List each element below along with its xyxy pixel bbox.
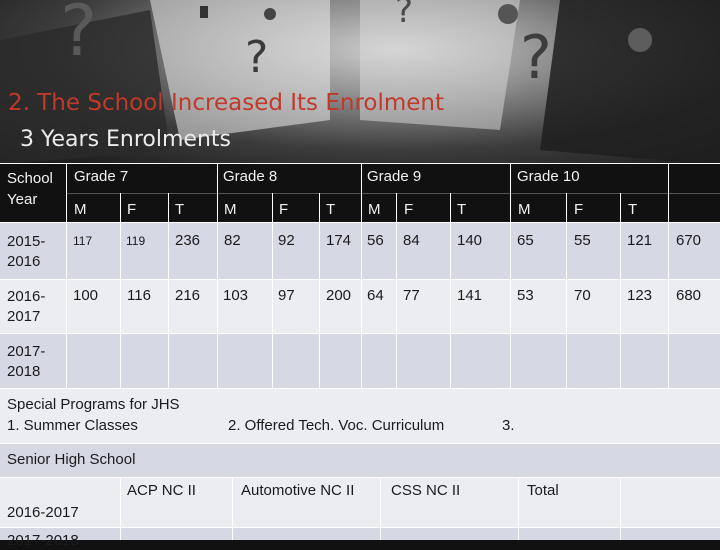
shs-column-header: Automotive NC II	[241, 482, 355, 499]
table-cell: 70	[574, 287, 591, 304]
table-cell: 236	[175, 232, 201, 249]
shs-heading: Senior High School	[7, 451, 136, 468]
grade-8-header: Grade 8	[223, 168, 278, 185]
table-cell: 116	[127, 287, 151, 304]
grade-7-header: Grade 7	[74, 168, 129, 185]
background-photo: ? ? ? ?	[0, 0, 720, 165]
year-cell: 2015-2016	[7, 233, 46, 270]
table-row	[0, 222, 720, 279]
svg-text:?: ?	[245, 32, 268, 83]
special-program-item: 1. Summer Classes	[7, 417, 138, 434]
shs-column-header: CSS NC II	[391, 482, 461, 499]
shs-column-header: ACP NC II	[127, 482, 196, 499]
school-year-header: School Year	[7, 170, 53, 208]
shs-year-cell: 2017-2018	[7, 532, 79, 549]
sub-header: T	[175, 201, 185, 218]
table-cell: 121	[627, 232, 653, 249]
slide-subtitle: 3 Years Enrolments	[20, 127, 231, 152]
sub-header: F	[574, 201, 584, 218]
special-program-item: 2. Offered Tech. Voc. Curriculum	[228, 417, 445, 434]
grade-10-header: Grade 10	[517, 168, 580, 185]
table-cell: 216	[175, 287, 201, 304]
sub-header: M	[224, 201, 237, 218]
sub-header: M	[518, 201, 531, 218]
table-cell: 117	[73, 234, 93, 248]
table-cell: 65	[517, 232, 534, 249]
total-cell: 680	[676, 287, 702, 304]
table-cell: 97	[278, 287, 295, 304]
table-cell: 174	[326, 232, 352, 249]
table-cell: 92	[278, 232, 295, 249]
sub-header: F	[404, 201, 414, 218]
special-program-item: 3.	[502, 417, 515, 434]
table-cell: 200	[326, 287, 352, 304]
sub-header: T	[326, 201, 336, 218]
special-programs-heading: Special Programs for JHS	[7, 396, 180, 413]
shs-heading-row	[0, 443, 720, 477]
svg-text:?: ?	[520, 23, 552, 93]
shs-row	[0, 477, 720, 527]
sub-header: T	[457, 201, 467, 218]
sub-header: F	[127, 201, 137, 218]
table-cell: 56	[367, 232, 384, 249]
books-question-marks-illustration: ? ? ? ?	[0, 0, 720, 165]
year-cell: 2016-2017	[7, 288, 46, 325]
table-cell: 64	[367, 287, 384, 304]
table-row	[0, 279, 720, 333]
shs-column-header: Total	[527, 482, 559, 499]
sub-header: T	[628, 201, 638, 218]
table-cell: 119	[126, 234, 146, 248]
sub-header: F	[279, 201, 289, 218]
svg-text:?: ?	[60, 0, 97, 72]
table-cell: 82	[224, 232, 241, 249]
table-row	[0, 333, 720, 388]
table-cell: 84	[403, 232, 420, 249]
slide-title: 2. The School Increased Its Enrolment	[8, 90, 445, 116]
table-cell: 100	[73, 287, 99, 304]
shs-row	[0, 527, 720, 540]
total-cell: 670	[676, 232, 702, 249]
table-cell: 55	[574, 232, 591, 249]
table-cell: 103	[223, 287, 249, 304]
table-cell: 140	[457, 232, 483, 249]
table-cell: 77	[403, 287, 420, 304]
year-cell: 2017-2018	[7, 343, 46, 380]
table-cell: 53	[517, 287, 534, 304]
shs-year-cell: 2016-2017	[7, 504, 79, 521]
svg-text:?: ?	[395, 0, 413, 31]
sub-header: M	[74, 201, 87, 218]
table-cell: 141	[457, 287, 483, 304]
special-programs-row	[0, 388, 720, 443]
sub-header: M	[368, 201, 381, 218]
table-cell: 123	[627, 287, 653, 304]
enrolment-table: School Year Grade 7 Grade 8 Grade 9 Grad…	[0, 163, 720, 549]
grade-9-header: Grade 9	[367, 168, 422, 185]
